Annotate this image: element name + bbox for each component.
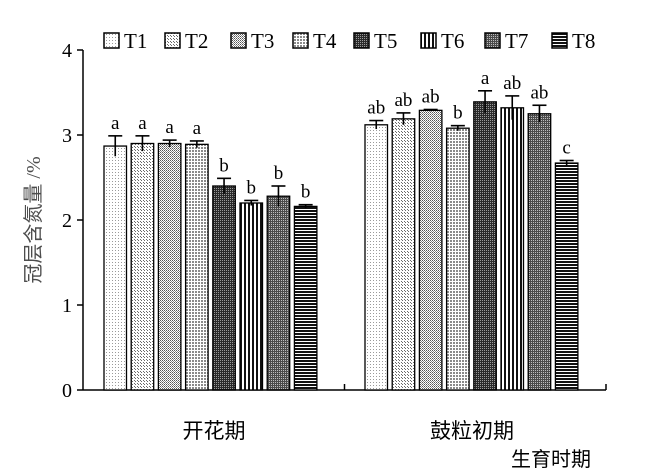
significance-label: b	[274, 163, 284, 184]
significance-label: ab	[530, 82, 548, 103]
x-axis-title: 生育时期	[511, 448, 591, 471]
y-tick-label: 2	[62, 210, 72, 232]
y-axis-title: 冠层含氮量 /%	[22, 156, 45, 283]
bar-t1-2	[364, 124, 389, 391]
significance-label: b	[219, 155, 229, 176]
bar-t2-1	[130, 142, 155, 391]
legend-swatch	[551, 32, 568, 49]
category-label: 开花期	[183, 419, 246, 443]
legend-label: T8	[572, 29, 595, 53]
bar-t5-2	[473, 101, 497, 391]
y-tick-label: 4	[62, 40, 72, 62]
bar-t8-1	[293, 205, 318, 391]
significance-label: a	[165, 117, 174, 138]
category-label: 鼓粒初期	[430, 419, 514, 443]
significance-label: ab	[367, 98, 385, 119]
legend-label: T3	[251, 29, 274, 53]
bar-t7-1	[266, 195, 291, 391]
bar-t3-1	[157, 142, 182, 391]
significance-label: b	[247, 177, 257, 198]
bar-t8-2	[554, 162, 579, 391]
bar-t2-2	[391, 118, 416, 391]
legend-swatch	[292, 32, 309, 49]
legend-label: T6	[441, 29, 464, 53]
bar-t1-1	[103, 145, 128, 391]
bar-t6-2	[500, 107, 525, 391]
legend-label: T1	[124, 29, 147, 53]
significance-label: ab	[394, 90, 412, 111]
significance-label: a	[193, 118, 202, 139]
bar-t7-2	[527, 113, 552, 391]
legend-swatch	[353, 32, 370, 49]
legend-label: T7	[505, 29, 528, 53]
bar-t3-2	[418, 109, 443, 391]
category-labels: 开花期 鼓粒初期	[183, 419, 515, 443]
bar-t4-1	[184, 143, 209, 391]
significance-label: ab	[422, 87, 440, 108]
legend-label: T5	[374, 29, 397, 53]
bar-t5-1	[212, 185, 236, 391]
y-tick-label: 0	[62, 380, 72, 402]
legend-swatch	[103, 32, 120, 49]
legend-label: T4	[313, 29, 337, 53]
significance-label: a	[138, 113, 147, 134]
legend-swatch	[230, 32, 247, 49]
legend-label: T2	[185, 29, 208, 53]
significance-label: c	[562, 138, 570, 159]
bar-t6-1	[239, 202, 264, 391]
legend-swatch	[484, 32, 501, 49]
legend-swatch	[420, 32, 437, 49]
y-ticks: 0 1 2 3 4	[62, 40, 607, 402]
significance-label: a	[111, 113, 120, 134]
significance-label: b	[453, 103, 463, 124]
significance-label: b	[301, 182, 311, 203]
legend-swatch	[164, 32, 181, 49]
y-tick-label: 1	[62, 295, 72, 317]
significance-label: ab	[503, 73, 521, 94]
legend: T1 T2 T3 T4 T5 T6 T7 T8	[103, 29, 595, 53]
y-tick-label: 3	[62, 125, 72, 147]
bar-t4-2	[445, 127, 470, 391]
significance-label: a	[481, 68, 490, 89]
